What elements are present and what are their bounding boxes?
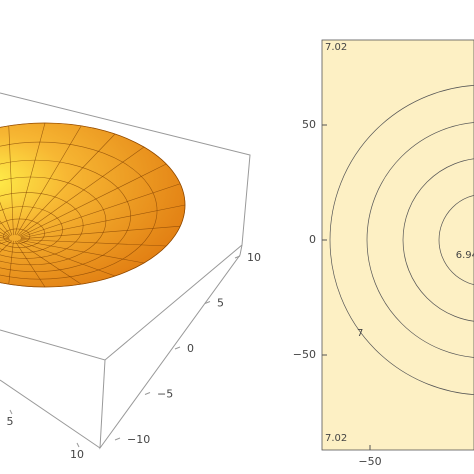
- contour-line: [402, 158, 474, 322]
- contour-line: [438, 194, 474, 286]
- mesh-spoke: [20, 225, 181, 240]
- mesh-spoke: [8, 240, 14, 285]
- box-edge: [99, 244, 243, 450]
- tick-mark: [9, 409, 13, 415]
- contour-label: 6.94: [456, 250, 474, 261]
- plot-area: [321, 39, 474, 451]
- y-tick-label: 10: [247, 251, 261, 264]
- tick-mark: [234, 255, 241, 259]
- x-tick-label: 5: [7, 415, 14, 428]
- tick-mark: [174, 346, 181, 350]
- contour-line: [366, 122, 474, 358]
- mesh-spoke: [16, 240, 82, 285]
- y-tick-label: 5: [217, 297, 224, 310]
- mesh-spoke: [0, 201, 13, 236]
- y-tick-label: 0: [309, 233, 316, 246]
- mesh-spoke: [17, 240, 116, 277]
- y-tick-label: 50: [302, 118, 316, 131]
- box-edge: [0, 379, 101, 449]
- tick-mark: [144, 392, 151, 395]
- mesh-spoke: [17, 133, 116, 236]
- mesh-spoke: [19, 239, 145, 264]
- funnel-surface: [0, 122, 186, 288]
- mesh-spoke: [20, 204, 186, 239]
- y-tick-label: −50: [293, 348, 316, 361]
- contour-plot: [321, 39, 474, 451]
- y-tick-label: −10: [127, 433, 150, 446]
- surface-plot: [0, 92, 251, 450]
- x-tick-label: −50: [358, 455, 381, 468]
- mesh-spoke: [16, 125, 82, 236]
- mesh-spoke: [0, 240, 13, 253]
- x-tick-label: 10: [70, 448, 84, 461]
- mesh-spoke: [20, 239, 167, 247]
- contour-label: 7.02: [325, 433, 347, 444]
- mesh-spoke: [19, 146, 145, 237]
- contour-line: [329, 85, 474, 395]
- mesh-spoke: [8, 125, 14, 236]
- mesh-spoke: [20, 163, 167, 237]
- y-tick-label: −5: [157, 388, 173, 401]
- y-tick-label: 0: [187, 342, 194, 355]
- contour-label: 7: [357, 328, 363, 339]
- mesh-spoke: [14, 122, 46, 236]
- mesh-spoke: [20, 183, 181, 238]
- tick-mark: [114, 437, 121, 441]
- mesh-spoke: [14, 240, 46, 288]
- tick-mark: [76, 442, 80, 448]
- contour-label: 7.02: [325, 42, 347, 53]
- tick-mark: [204, 301, 211, 304]
